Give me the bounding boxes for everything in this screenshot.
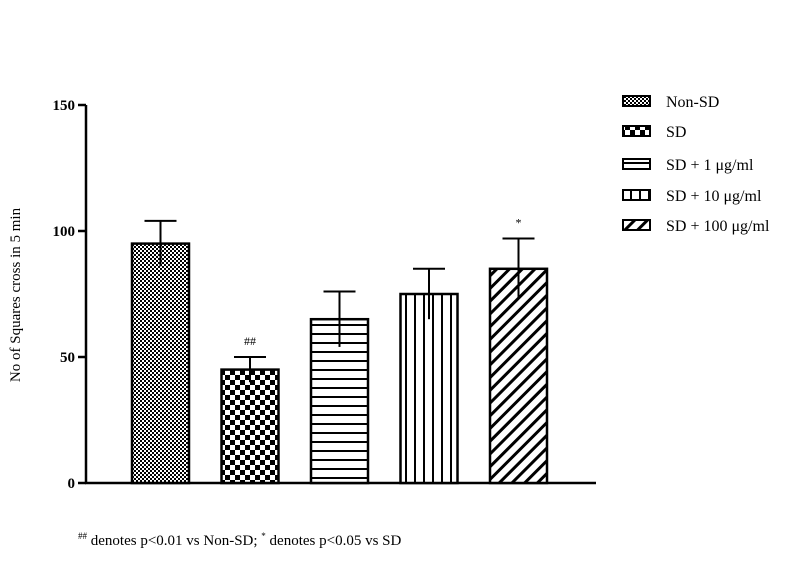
legend-swatch [622,125,651,137]
legend-label: SD + 10 μg/ml [666,188,762,205]
legend: Non-SD SD SD + 1 μg/ml SD + 10 μg/ml SD + 10… [622,94,770,235]
significance-footnote: ## denotes p<0.01 vs Non-SD; * denotes p… [78,531,402,550]
footnote-text-1: denotes p<0.01 vs Non-SD; [87,533,262,549]
legend-label: SD + 100 μg/ml [666,218,770,235]
legend-label: Non-SD [666,94,719,111]
bar [488,267,549,485]
legend-swatch [622,95,651,107]
bar [220,368,280,485]
legend-swatch [622,219,651,231]
footnote-mark-hash: ## [78,531,87,541]
legend-label: SD [666,124,686,141]
legend-swatch [622,189,651,201]
legend-label: SD + 1 μg/ml [666,157,754,174]
bar [399,292,459,485]
y-tick-label: 0 [68,476,76,492]
bars: ## * [130,216,549,485]
y-tick-label: 50 [60,350,75,366]
y-tick-label: 100 [53,224,76,240]
legend-swatch [622,158,651,170]
significance-annotation: * [516,216,522,230]
footnote-mark-star: * [261,531,266,541]
bar [130,242,191,485]
y-tick-label: 150 [53,98,76,114]
significance-annotation: ## [244,334,256,348]
y-axis-label: No of Squares cross in 5 min [8,207,24,382]
y-ticks: 0 50 100 150 [53,98,86,492]
footnote-text-2: denotes p<0.05 vs SD [265,533,402,549]
